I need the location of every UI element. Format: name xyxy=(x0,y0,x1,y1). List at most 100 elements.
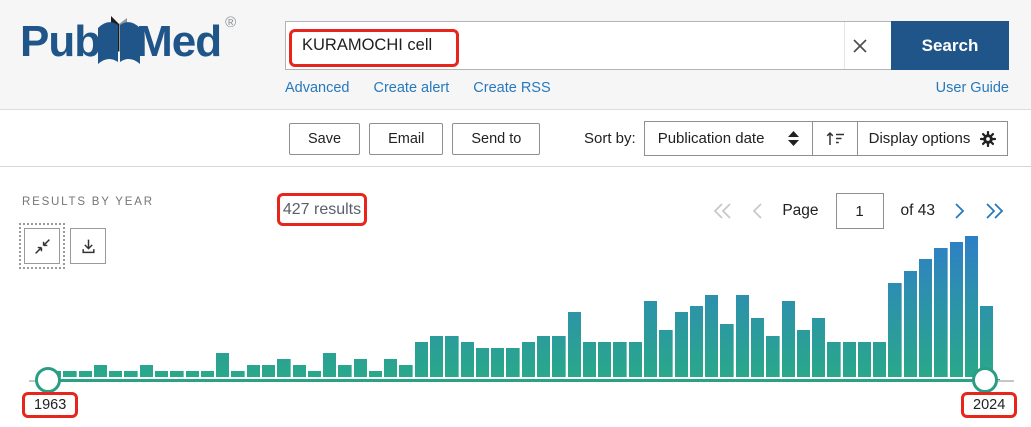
year-bar-1995[interactable] xyxy=(537,336,551,377)
year-bar-1973[interactable] xyxy=(200,371,215,377)
year-bar-1978[interactable] xyxy=(277,359,291,377)
year-bar-2000[interactable] xyxy=(613,342,627,377)
year-bar-2017[interactable] xyxy=(873,342,887,377)
year-bar-1967[interactable] xyxy=(109,371,123,377)
year-bar-2008[interactable] xyxy=(735,295,749,377)
year-bar-1982[interactable] xyxy=(338,365,352,377)
user-guide-link[interactable]: User Guide xyxy=(935,80,1009,96)
first-page-button[interactable] xyxy=(712,202,734,220)
page-of-label: of 43 xyxy=(900,202,935,219)
download-chart-button[interactable] xyxy=(70,228,106,264)
year-bar-2003[interactable] xyxy=(659,330,673,377)
create-alert-link[interactable]: Create alert xyxy=(373,80,450,96)
year-bar-2013[interactable] xyxy=(812,318,826,377)
year-bar-1975[interactable] xyxy=(231,371,245,377)
year-bar-1988[interactable] xyxy=(430,336,444,377)
year-bar-2022[interactable] xyxy=(949,242,963,377)
year-bar-1971[interactable] xyxy=(170,371,184,377)
year-bar-1992[interactable] xyxy=(491,348,505,377)
year-bar-1993[interactable] xyxy=(506,348,520,377)
year-bar-1990[interactable] xyxy=(460,342,474,377)
year-bar-1994[interactable] xyxy=(521,342,535,377)
year-bar-2005[interactable] xyxy=(689,306,704,377)
year-bar-2004[interactable] xyxy=(674,312,688,377)
year-bar-1996[interactable] xyxy=(552,336,566,377)
year-bar-2001[interactable] xyxy=(628,342,642,377)
email-button[interactable]: Email xyxy=(369,123,444,155)
sort-select[interactable]: Publication date xyxy=(643,121,814,156)
last-page-button[interactable] xyxy=(983,202,1005,220)
year-bar-2018[interactable] xyxy=(888,283,902,377)
year-bar-2011[interactable] xyxy=(781,301,795,377)
page-label: Page xyxy=(782,202,819,219)
year-bar-1964[interactable] xyxy=(63,371,77,377)
display-options-button[interactable]: Display options xyxy=(857,121,1008,156)
year-bar-2002[interactable] xyxy=(643,301,658,377)
action-buttons: Save Email Send to xyxy=(289,123,541,155)
year-bar-1974[interactable] xyxy=(216,353,230,377)
year-bar-2020[interactable] xyxy=(919,259,933,377)
page-number-input[interactable] xyxy=(835,193,884,229)
results-count-text: 427 results xyxy=(282,200,362,218)
year-bar-1991[interactable] xyxy=(475,348,490,377)
year-bar-1966[interactable] xyxy=(93,365,108,377)
year-bar-1998[interactable] xyxy=(582,342,597,377)
year-bar-1968[interactable] xyxy=(124,371,138,377)
collapse-icon xyxy=(34,238,50,254)
registered-mark: ® xyxy=(225,14,236,31)
collapse-chart-button[interactable] xyxy=(19,223,65,269)
year-bar-2010[interactable] xyxy=(766,336,780,377)
slider-track xyxy=(40,379,1000,382)
double-chevron-left-icon xyxy=(714,203,731,219)
download-icon xyxy=(81,239,95,253)
year-bar-1965[interactable] xyxy=(78,371,92,377)
year-bar-1981[interactable] xyxy=(323,353,337,377)
year-bar-1979[interactable] xyxy=(292,365,306,377)
results-count: 427 results xyxy=(277,193,367,226)
slider-handle-start[interactable] xyxy=(35,367,61,393)
year-bar-2021[interactable] xyxy=(934,248,948,377)
year-bar-2006[interactable] xyxy=(705,295,719,377)
year-bar-1983[interactable] xyxy=(353,359,367,377)
year-bar-1986[interactable] xyxy=(399,365,413,377)
sort-order-button[interactable] xyxy=(812,121,860,156)
create-rss-link[interactable]: Create RSS xyxy=(473,80,551,96)
year-bar-2012[interactable] xyxy=(796,330,811,377)
chevron-right-icon xyxy=(955,203,965,219)
year-bar-1969[interactable] xyxy=(139,365,153,377)
year-bar-2019[interactable] xyxy=(903,271,918,377)
year-bar-1987[interactable] xyxy=(414,342,429,377)
year-bar-2007[interactable] xyxy=(720,324,734,377)
previous-page-button[interactable] xyxy=(751,202,765,220)
results-section: RESULTS BY YEAR 427 results Page of 43 xyxy=(0,167,1031,427)
pubmed-logo[interactable]: Pub Med ® xyxy=(20,10,236,74)
chevron-left-icon xyxy=(753,203,762,219)
send-to-button[interactable]: Send to xyxy=(452,123,541,155)
clear-search-button[interactable] xyxy=(844,22,891,69)
year-bar-2023[interactable] xyxy=(964,236,979,377)
year-bar-1997[interactable] xyxy=(567,312,581,377)
year-bar-1980[interactable] xyxy=(307,371,322,377)
year-bar-2009[interactable] xyxy=(750,318,765,377)
year-bar-1985[interactable] xyxy=(384,359,398,377)
next-page-button[interactable] xyxy=(952,202,966,220)
slider-handle-end[interactable] xyxy=(972,367,998,393)
year-bar-1977[interactable] xyxy=(261,365,276,377)
advanced-link[interactable]: Advanced xyxy=(285,80,350,96)
year-bar-1989[interactable] xyxy=(445,336,459,377)
search-button[interactable]: Search xyxy=(891,21,1009,70)
year-bar-2015[interactable] xyxy=(842,342,856,377)
year-bar-1970[interactable] xyxy=(154,371,169,377)
year-bar-2024[interactable] xyxy=(980,306,994,377)
search-bar: Search xyxy=(285,21,1009,70)
year-bar-1984[interactable] xyxy=(368,371,383,377)
year-bar-1972[interactable] xyxy=(185,371,199,377)
year-bar-1999[interactable] xyxy=(598,342,612,377)
year-bar-2016[interactable] xyxy=(857,342,872,377)
year-bar-2014[interactable] xyxy=(827,342,841,377)
results-by-year-heading: RESULTS BY YEAR xyxy=(22,196,154,208)
save-button[interactable]: Save xyxy=(289,123,361,155)
year-bar-1976[interactable] xyxy=(246,365,260,377)
search-input[interactable] xyxy=(286,22,844,69)
slider-rail-right xyxy=(985,380,1014,382)
